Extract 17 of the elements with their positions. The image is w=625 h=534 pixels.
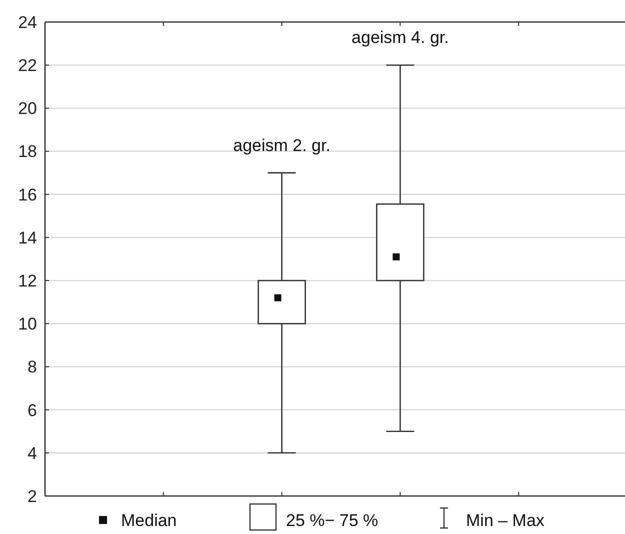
y-tick-label: 2 [28,486,37,506]
y-tick-label: 4 [28,444,37,463]
text: 25 %− 75 % [286,511,378,530]
x-tick-label: ageism 2. gr. [233,136,330,155]
y-tick-label: 22 [18,56,37,76]
y-tick-label: 14 [18,228,37,248]
x-tick-label: ageism 4. gr. [352,28,449,48]
text: Min – Max [466,511,545,530]
y-tick-label: 20 [18,99,37,118]
y-tick-label: 8 [28,358,37,377]
text: Median [121,511,177,530]
y-tick-label: 6 [28,400,37,420]
y-tick-label: 24 [18,12,37,32]
y-tick-label: 16 [18,185,37,204]
y-tick-label: 12 [18,271,37,290]
y-tick-label: 10 [18,314,37,334]
y-tick-label: 18 [18,142,37,162]
